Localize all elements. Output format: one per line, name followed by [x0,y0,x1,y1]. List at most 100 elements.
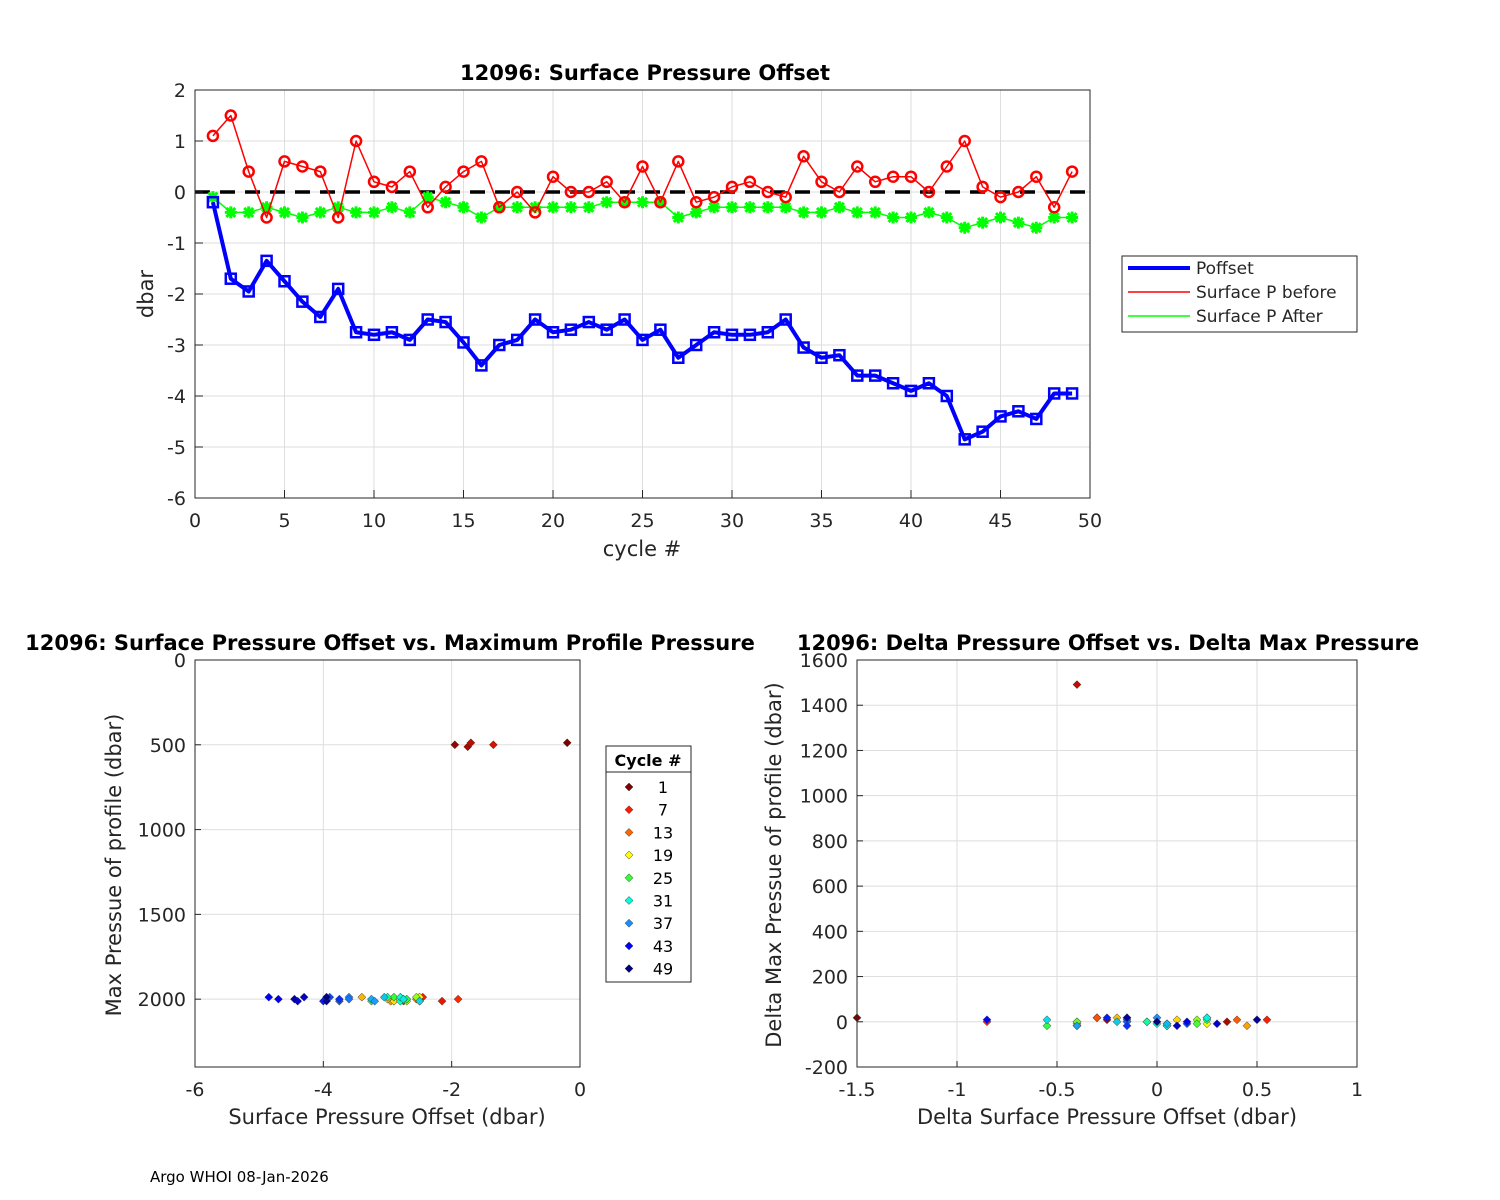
surface-after-marker [457,201,470,214]
cycle-legend-marker [624,873,634,883]
bl-scatter-point [450,740,460,750]
top-ytick-label: -5 [167,437,186,459]
surface-after-marker [582,201,595,214]
surface-before-marker [976,180,989,194]
poffset-marker [260,254,273,268]
top-ytick-label: -2 [167,284,186,306]
poffset-marker [582,315,596,329]
poffset-marker [546,326,560,339]
br-scatter-point [1072,680,1082,689]
poffset-marker [1030,412,1043,426]
surface-after-marker [797,206,810,219]
surface-before-marker [994,190,1007,204]
br-points [852,680,1272,1031]
bl-scatter-point [290,994,299,1004]
poffset-marker [385,326,399,339]
bl-scatter-point [357,992,367,1002]
top-xtick-label: 45 [988,510,1012,532]
poffset-marker [636,333,649,347]
br-scatter-point [1072,1021,1082,1031]
bl-scatter-point [415,996,424,1006]
bl-xlabel: Surface Pressure Offset (dbar) [228,1105,545,1129]
surface-before-marker [385,180,399,194]
surface-after-marker [600,196,613,209]
br-scatter-point [1242,1021,1252,1031]
bl-scatter-point [437,996,447,1006]
poffset-marker [242,285,255,298]
poffset-marker [851,369,864,382]
br-ytick-label: 200 [812,967,848,989]
surface-before-marker [833,185,846,199]
poffset-marker [349,326,363,339]
surface-before-marker [922,185,936,199]
surface-after-marker [958,221,971,234]
bl-ytick-label: 1000 [138,820,186,842]
bl-scatter-point [264,992,274,1002]
surface-after-marker [1066,211,1079,224]
surface-before-marker [904,170,918,183]
surface-after-marker [636,196,649,209]
surface-before-marker [797,150,810,163]
surface-before-marker [958,134,971,148]
bottom-right-chart: -1.5 -1 -0.5 0 0.5 1 1600 1400 1200 1000 800 600 400… [762,631,1419,1129]
bl-scatter-point [562,738,572,748]
bl-scatter-point [299,992,309,1002]
surface-before-marker [1030,170,1043,183]
poffset-marker [528,313,542,326]
poffset-marker [224,272,238,285]
br-scatter-point [1102,1013,1112,1023]
bl-scatter-point [379,992,389,1002]
poffset-marker [833,348,846,362]
surface-before-marker [314,165,327,178]
surface-before-marker [564,185,578,199]
surface-after-marker [278,206,291,219]
surface-after-marker [672,211,685,224]
cycle-legend-label: 31 [653,892,673,911]
surface-before-marker [868,175,882,189]
surface-before-marker [278,155,291,168]
surface-after-marker [296,211,309,224]
cycle-legend-label: 43 [653,937,673,956]
poffset-marker [707,326,721,339]
poffset-marker [296,295,309,308]
surface-before-marker [940,160,954,173]
bl-ytick-label: 1500 [138,904,186,926]
poffset-marker [367,328,381,342]
surface-before-marker [493,201,506,214]
poffset-marker [600,323,613,336]
br-scatter-point [1042,1015,1052,1025]
br-scatter-point [982,1015,992,1025]
top-ytick-label: 2 [174,80,186,102]
poffset-marker [815,351,828,364]
surface-after-marker [940,211,953,224]
poffset-marker [725,328,739,342]
br-ytick-label: -200 [805,1057,848,1079]
surface-before-marker [475,155,488,168]
surface-before-marker [707,190,721,204]
top-ytick-label: -4 [167,386,186,408]
surface-after-marker [332,201,345,214]
poffset-marker [922,377,936,390]
surface-before-marker [296,160,309,173]
surface-before-marker [725,180,739,194]
surface-after-marker [260,201,273,214]
br-scatter-point [1092,1013,1102,1023]
series-line-surface-p-before [212,114,1073,219]
bl-points [264,738,572,1006]
br-ytick-label: 600 [812,876,848,898]
br-scatter-point [1252,1015,1262,1025]
bl-xtick-label: 0 [574,1079,586,1101]
surface-before-marker [815,175,828,189]
bl-scatter-point [399,994,408,1004]
cycle-legend-label: 7 [658,801,668,820]
top-series [195,109,1090,446]
poffset-marker [510,333,524,347]
bl-xtick-label: -6 [186,1079,205,1101]
top-xtick-label: 15 [451,510,475,532]
cycle-legend-items: 1 7 13 19 25 31 37 43 49 [624,778,673,979]
surface-after-marker [547,201,559,214]
surface-after-marker [743,201,756,214]
